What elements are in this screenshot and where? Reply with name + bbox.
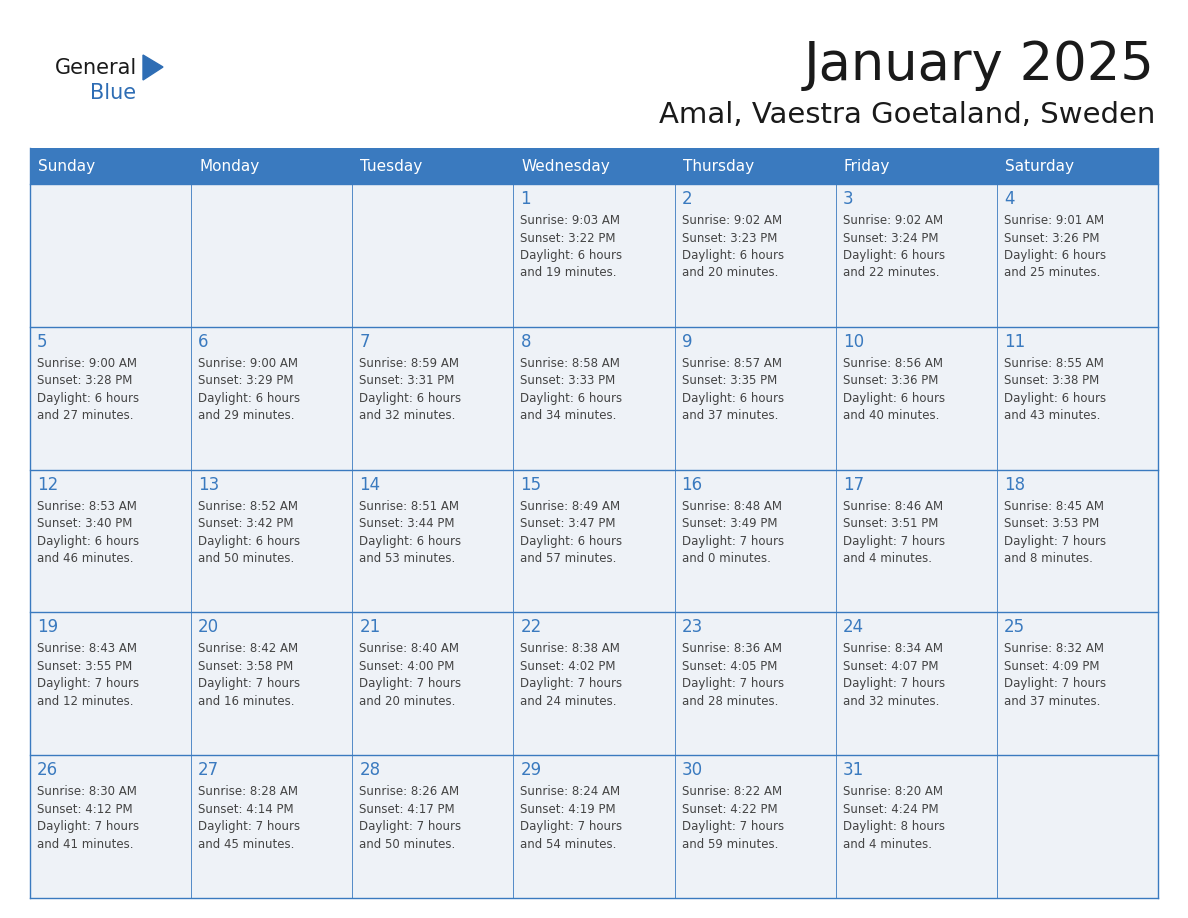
Text: Sunrise: 8:48 AM
Sunset: 3:49 PM
Daylight: 7 hours
and 0 minutes.: Sunrise: 8:48 AM Sunset: 3:49 PM Dayligh… <box>682 499 784 565</box>
Bar <box>30 470 1158 612</box>
Text: Sunrise: 8:52 AM
Sunset: 3:42 PM
Daylight: 6 hours
and 50 minutes.: Sunrise: 8:52 AM Sunset: 3:42 PM Dayligh… <box>198 499 301 565</box>
Text: 11: 11 <box>1004 333 1025 351</box>
Text: Sunrise: 8:38 AM
Sunset: 4:02 PM
Daylight: 7 hours
and 24 minutes.: Sunrise: 8:38 AM Sunset: 4:02 PM Dayligh… <box>520 643 623 708</box>
Text: Friday: Friday <box>843 159 890 174</box>
Polygon shape <box>143 55 163 80</box>
Text: Sunrise: 8:56 AM
Sunset: 3:36 PM
Daylight: 6 hours
and 40 minutes.: Sunrise: 8:56 AM Sunset: 3:36 PM Dayligh… <box>842 357 944 422</box>
Text: 4: 4 <box>1004 190 1015 208</box>
Text: 14: 14 <box>359 476 380 494</box>
Text: Sunrise: 8:53 AM
Sunset: 3:40 PM
Daylight: 6 hours
and 46 minutes.: Sunrise: 8:53 AM Sunset: 3:40 PM Dayligh… <box>37 499 139 565</box>
Text: 29: 29 <box>520 761 542 779</box>
Text: 2: 2 <box>682 190 693 208</box>
Text: 28: 28 <box>359 761 380 779</box>
Text: Sunrise: 8:26 AM
Sunset: 4:17 PM
Daylight: 7 hours
and 50 minutes.: Sunrise: 8:26 AM Sunset: 4:17 PM Dayligh… <box>359 785 461 851</box>
Bar <box>30 612 1158 756</box>
Text: Sunrise: 8:43 AM
Sunset: 3:55 PM
Daylight: 7 hours
and 12 minutes.: Sunrise: 8:43 AM Sunset: 3:55 PM Dayligh… <box>37 643 139 708</box>
Text: 1: 1 <box>520 190 531 208</box>
Text: 16: 16 <box>682 476 702 494</box>
Text: 23: 23 <box>682 619 703 636</box>
Text: 10: 10 <box>842 333 864 351</box>
Text: Sunrise: 9:02 AM
Sunset: 3:23 PM
Daylight: 6 hours
and 20 minutes.: Sunrise: 9:02 AM Sunset: 3:23 PM Dayligh… <box>682 214 784 279</box>
Text: Sunrise: 8:28 AM
Sunset: 4:14 PM
Daylight: 7 hours
and 45 minutes.: Sunrise: 8:28 AM Sunset: 4:14 PM Dayligh… <box>198 785 301 851</box>
Bar <box>30 148 1158 184</box>
Text: Sunrise: 8:58 AM
Sunset: 3:33 PM
Daylight: 6 hours
and 34 minutes.: Sunrise: 8:58 AM Sunset: 3:33 PM Dayligh… <box>520 357 623 422</box>
Text: Sunrise: 9:01 AM
Sunset: 3:26 PM
Daylight: 6 hours
and 25 minutes.: Sunrise: 9:01 AM Sunset: 3:26 PM Dayligh… <box>1004 214 1106 279</box>
Text: Blue: Blue <box>90 83 137 103</box>
Text: 30: 30 <box>682 761 702 779</box>
Text: Sunrise: 8:24 AM
Sunset: 4:19 PM
Daylight: 7 hours
and 54 minutes.: Sunrise: 8:24 AM Sunset: 4:19 PM Dayligh… <box>520 785 623 851</box>
Text: 15: 15 <box>520 476 542 494</box>
Text: Sunrise: 8:40 AM
Sunset: 4:00 PM
Daylight: 7 hours
and 20 minutes.: Sunrise: 8:40 AM Sunset: 4:00 PM Dayligh… <box>359 643 461 708</box>
Text: Sunrise: 8:45 AM
Sunset: 3:53 PM
Daylight: 7 hours
and 8 minutes.: Sunrise: 8:45 AM Sunset: 3:53 PM Dayligh… <box>1004 499 1106 565</box>
Text: Sunrise: 8:49 AM
Sunset: 3:47 PM
Daylight: 6 hours
and 57 minutes.: Sunrise: 8:49 AM Sunset: 3:47 PM Dayligh… <box>520 499 623 565</box>
Text: Sunrise: 9:00 AM
Sunset: 3:29 PM
Daylight: 6 hours
and 29 minutes.: Sunrise: 9:00 AM Sunset: 3:29 PM Dayligh… <box>198 357 301 422</box>
Text: Tuesday: Tuesday <box>360 159 423 174</box>
Text: 13: 13 <box>198 476 220 494</box>
Text: 24: 24 <box>842 619 864 636</box>
Text: Sunrise: 9:00 AM
Sunset: 3:28 PM
Daylight: 6 hours
and 27 minutes.: Sunrise: 9:00 AM Sunset: 3:28 PM Dayligh… <box>37 357 139 422</box>
Bar <box>30 327 1158 470</box>
Text: 18: 18 <box>1004 476 1025 494</box>
Text: 20: 20 <box>198 619 220 636</box>
Text: Thursday: Thursday <box>683 159 753 174</box>
Text: 12: 12 <box>37 476 58 494</box>
Text: Sunrise: 9:03 AM
Sunset: 3:22 PM
Daylight: 6 hours
and 19 minutes.: Sunrise: 9:03 AM Sunset: 3:22 PM Dayligh… <box>520 214 623 279</box>
Text: Amal, Vaestra Goetaland, Sweden: Amal, Vaestra Goetaland, Sweden <box>658 101 1155 129</box>
Text: Sunrise: 8:22 AM
Sunset: 4:22 PM
Daylight: 7 hours
and 59 minutes.: Sunrise: 8:22 AM Sunset: 4:22 PM Dayligh… <box>682 785 784 851</box>
Text: 5: 5 <box>37 333 48 351</box>
Text: Sunrise: 8:42 AM
Sunset: 3:58 PM
Daylight: 7 hours
and 16 minutes.: Sunrise: 8:42 AM Sunset: 3:58 PM Dayligh… <box>198 643 301 708</box>
Text: Sunrise: 8:30 AM
Sunset: 4:12 PM
Daylight: 7 hours
and 41 minutes.: Sunrise: 8:30 AM Sunset: 4:12 PM Dayligh… <box>37 785 139 851</box>
Text: 9: 9 <box>682 333 693 351</box>
Text: Sunrise: 8:34 AM
Sunset: 4:07 PM
Daylight: 7 hours
and 32 minutes.: Sunrise: 8:34 AM Sunset: 4:07 PM Dayligh… <box>842 643 944 708</box>
Text: Sunrise: 8:32 AM
Sunset: 4:09 PM
Daylight: 7 hours
and 37 minutes.: Sunrise: 8:32 AM Sunset: 4:09 PM Dayligh… <box>1004 643 1106 708</box>
Text: Sunday: Sunday <box>38 159 95 174</box>
Bar <box>30 184 1158 327</box>
Text: Sunrise: 8:59 AM
Sunset: 3:31 PM
Daylight: 6 hours
and 32 minutes.: Sunrise: 8:59 AM Sunset: 3:31 PM Dayligh… <box>359 357 461 422</box>
Text: 31: 31 <box>842 761 864 779</box>
Text: 19: 19 <box>37 619 58 636</box>
Text: January 2025: January 2025 <box>804 39 1155 91</box>
Text: Sunrise: 8:46 AM
Sunset: 3:51 PM
Daylight: 7 hours
and 4 minutes.: Sunrise: 8:46 AM Sunset: 3:51 PM Dayligh… <box>842 499 944 565</box>
Text: 27: 27 <box>198 761 220 779</box>
Text: 22: 22 <box>520 619 542 636</box>
Text: 26: 26 <box>37 761 58 779</box>
Text: Sunrise: 8:36 AM
Sunset: 4:05 PM
Daylight: 7 hours
and 28 minutes.: Sunrise: 8:36 AM Sunset: 4:05 PM Dayligh… <box>682 643 784 708</box>
Text: 3: 3 <box>842 190 853 208</box>
Text: Sunrise: 8:51 AM
Sunset: 3:44 PM
Daylight: 6 hours
and 53 minutes.: Sunrise: 8:51 AM Sunset: 3:44 PM Dayligh… <box>359 499 461 565</box>
Text: Monday: Monday <box>200 159 259 174</box>
Text: 17: 17 <box>842 476 864 494</box>
Bar <box>30 756 1158 898</box>
Text: Wednesday: Wednesday <box>522 159 611 174</box>
Text: 21: 21 <box>359 619 380 636</box>
Text: General: General <box>55 58 138 78</box>
Text: 8: 8 <box>520 333 531 351</box>
Text: 7: 7 <box>359 333 369 351</box>
Text: Sunrise: 9:02 AM
Sunset: 3:24 PM
Daylight: 6 hours
and 22 minutes.: Sunrise: 9:02 AM Sunset: 3:24 PM Dayligh… <box>842 214 944 279</box>
Text: 25: 25 <box>1004 619 1025 636</box>
Text: Sunrise: 8:20 AM
Sunset: 4:24 PM
Daylight: 8 hours
and 4 minutes.: Sunrise: 8:20 AM Sunset: 4:24 PM Dayligh… <box>842 785 944 851</box>
Text: Saturday: Saturday <box>1005 159 1074 174</box>
Text: Sunrise: 8:57 AM
Sunset: 3:35 PM
Daylight: 6 hours
and 37 minutes.: Sunrise: 8:57 AM Sunset: 3:35 PM Dayligh… <box>682 357 784 422</box>
Text: 6: 6 <box>198 333 209 351</box>
Text: Sunrise: 8:55 AM
Sunset: 3:38 PM
Daylight: 6 hours
and 43 minutes.: Sunrise: 8:55 AM Sunset: 3:38 PM Dayligh… <box>1004 357 1106 422</box>
